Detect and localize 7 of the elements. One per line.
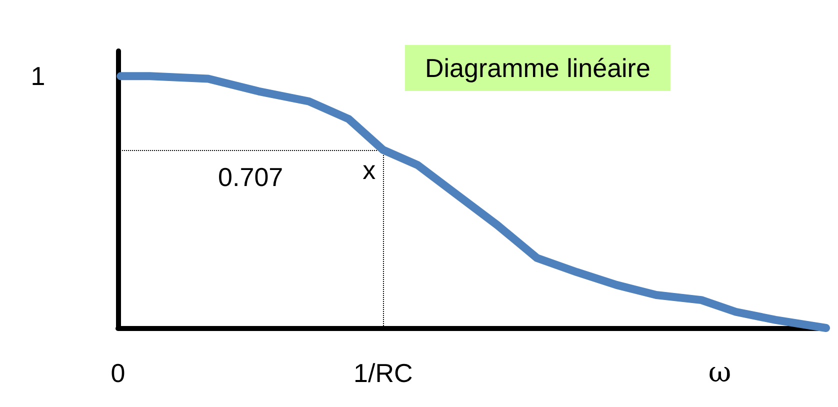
x-tick-label: 1/RC xyxy=(354,358,413,388)
chart-title: Diagramme linéaire xyxy=(425,53,650,83)
ref-line-label: 0.707 xyxy=(218,162,284,192)
x-axis-title: ω xyxy=(708,356,732,388)
annotation: x xyxy=(362,154,376,185)
x-tick-label: 0 xyxy=(110,358,126,388)
text: 1 xyxy=(30,61,46,92)
